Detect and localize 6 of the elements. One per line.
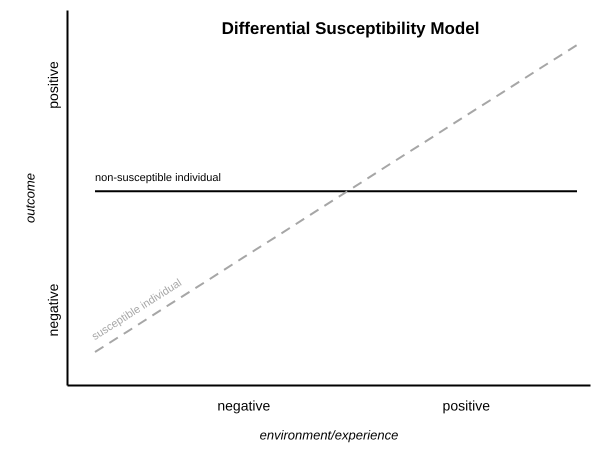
x-axis-title: environment/experience xyxy=(260,428,398,442)
text: negative xyxy=(45,283,61,336)
y-axis-title: outcome xyxy=(22,173,38,223)
text: positive xyxy=(45,61,61,109)
chart-title: Differential Susceptibility Model xyxy=(222,19,480,38)
series-label: non-susceptible individual xyxy=(95,172,221,184)
